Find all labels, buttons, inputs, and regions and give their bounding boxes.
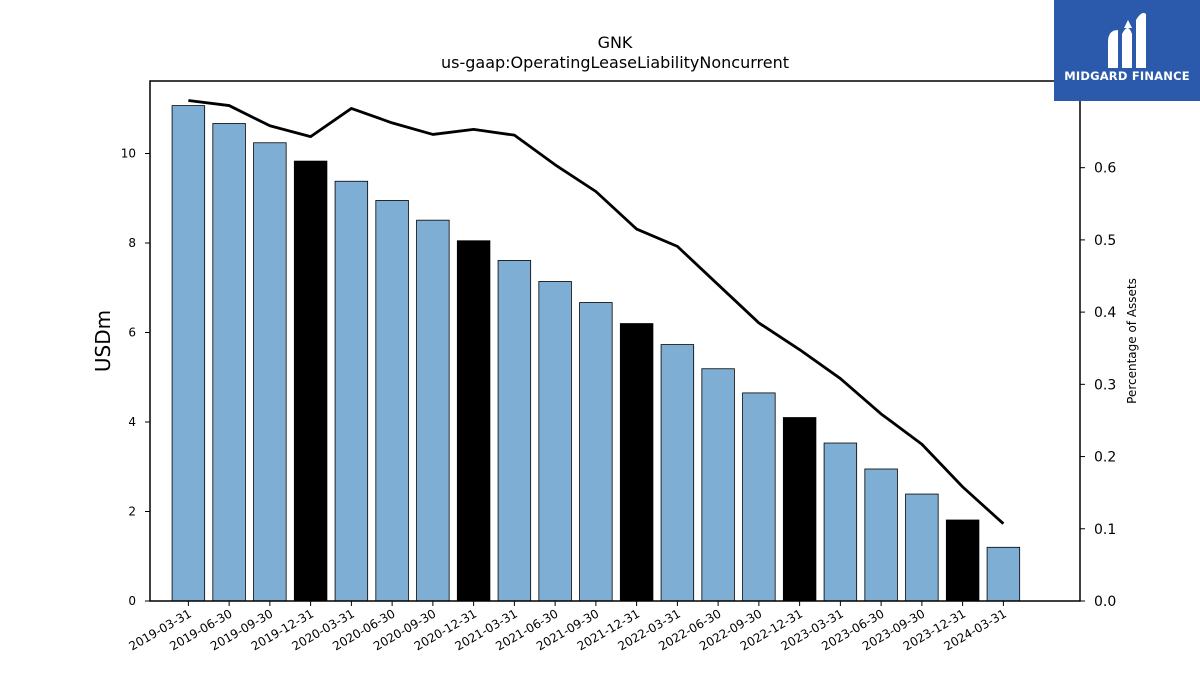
bar (864, 468, 898, 602)
bar (660, 344, 695, 602)
y-tick-label: 6 (128, 325, 136, 339)
bar (171, 105, 206, 602)
y-tick-label: 10 (121, 146, 136, 160)
bar (456, 240, 491, 602)
chart-title: GNK (598, 33, 633, 52)
bar (782, 417, 817, 602)
y2-tick-label: 0.2 (1094, 450, 1116, 466)
brand-logo: MIDGARD FINANCE (1054, 0, 1200, 101)
bar (905, 493, 939, 602)
logo-icon (1108, 12, 1146, 68)
bar (334, 180, 369, 602)
y-tick-label: 4 (128, 415, 136, 429)
y-tick-label: 0 (128, 594, 136, 608)
plot-area-frame (149, 80, 1081, 602)
y-tick-label: 2 (128, 504, 136, 518)
bar (212, 123, 246, 602)
bar (253, 142, 287, 602)
bar (945, 519, 980, 602)
y2-axis-label: Percentage of Assets (1125, 278, 1139, 404)
bar (538, 281, 572, 602)
bar (742, 392, 776, 602)
series-line (188, 99, 1005, 525)
bar (375, 200, 409, 602)
y2-tick-label: 0.0 (1094, 594, 1116, 610)
logo-text: MIDGARD FINANCE (1064, 69, 1190, 83)
bar (497, 260, 532, 602)
bar (619, 323, 654, 602)
y2-tick-label: 0.4 (1094, 305, 1116, 321)
y2-tick-label: 0.3 (1094, 377, 1116, 393)
bar (293, 160, 328, 602)
bar (579, 302, 613, 602)
y-tick-label: 8 (128, 236, 136, 250)
chart-subtitle: us-gaap:OperatingLeaseLiabilityNoncurren… (441, 53, 789, 72)
bar (701, 368, 735, 602)
y-axis-label: USDm (91, 310, 115, 372)
y2-tick-label: 0.1 (1094, 522, 1116, 538)
bar (986, 546, 1021, 602)
y2-tick-label: 0.6 (1094, 161, 1116, 177)
y2-tick-label: 0.5 (1094, 233, 1116, 249)
bar (416, 219, 450, 602)
bar (823, 442, 858, 602)
